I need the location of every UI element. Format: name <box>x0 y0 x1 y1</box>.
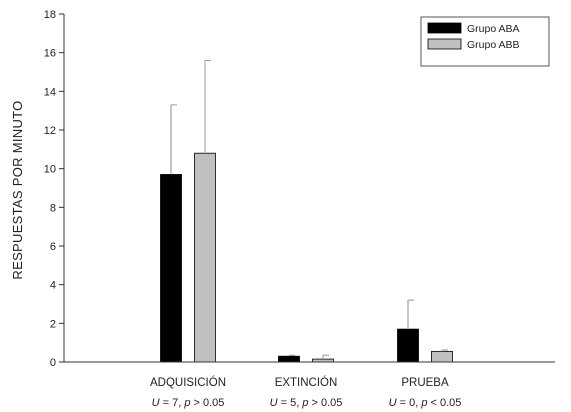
x-tick-label: ADQUISICIÓN <box>150 376 226 389</box>
legend-swatch <box>427 38 462 50</box>
stat-annotation: U = 7, p > 0.05 <box>152 397 225 409</box>
x-axis: ADQUISICIÓN U = 7, p > 0.05 EXTINCIÓN U = 5… <box>150 376 461 409</box>
y-tick-label: 0 <box>50 357 56 369</box>
bar-abb <box>194 152 216 363</box>
y-tick-label: 6 <box>50 241 56 253</box>
y-tick-label: 4 <box>50 280 56 292</box>
legend: Grupo ABA Grupo ABB <box>420 16 550 67</box>
bar-aba <box>278 355 300 363</box>
y-axis: 0 2 4 6 8 10 12 14 16 18 <box>44 9 64 369</box>
y-tick-label: 16 <box>44 48 56 60</box>
bar-aba <box>397 328 419 363</box>
legend-label: Grupo ABA <box>467 23 520 35</box>
y-tick-label: 10 <box>44 164 56 176</box>
y-tick-label: 2 <box>50 318 56 330</box>
y-tick-label: 14 <box>44 86 56 98</box>
x-tick-label: EXTINCIÓN <box>275 376 338 389</box>
legend-label: Grupo ABB <box>467 39 520 51</box>
y-tick-label: 12 <box>44 125 56 137</box>
stat-annotation: U = 5, p > 0.05 <box>270 397 343 409</box>
y-tick-label: 8 <box>50 202 56 214</box>
stat-annotation: U = 0, p < 0.05 <box>389 397 462 409</box>
legend-swatch <box>427 22 462 34</box>
bar-aba <box>160 174 182 363</box>
x-tick-label: PRUEBA <box>401 377 449 389</box>
y-tick-label: 18 <box>44 9 56 21</box>
bars <box>160 59 453 363</box>
bar-abb <box>431 350 453 363</box>
y-axis-label: RESPUESTAS POR MINUTO <box>10 100 25 279</box>
